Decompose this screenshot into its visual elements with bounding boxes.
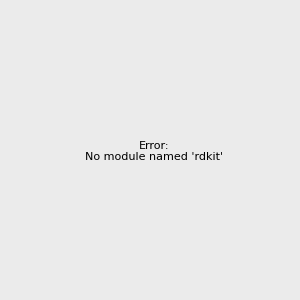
Text: Error:
No module named 'rdkit': Error: No module named 'rdkit' xyxy=(85,141,223,162)
